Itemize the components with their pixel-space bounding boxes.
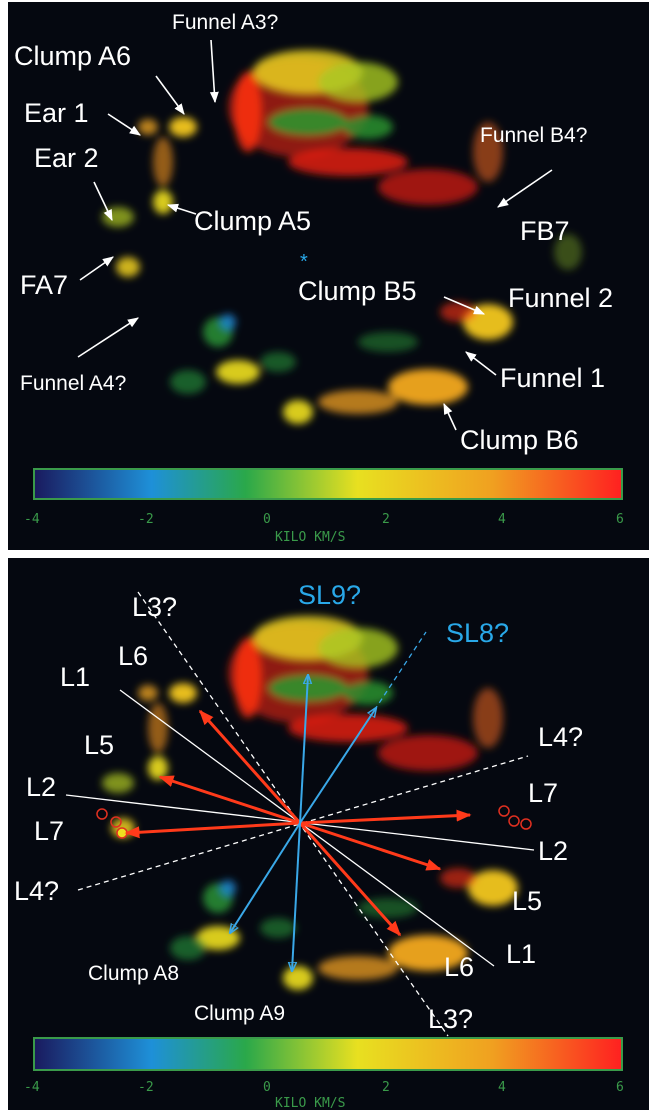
colorbar-tick: 2 bbox=[382, 1080, 390, 1095]
label-l4-left: L4? bbox=[14, 876, 59, 906]
label-l2-right: L2 bbox=[538, 836, 568, 866]
label-l7-right: L7 bbox=[528, 778, 558, 808]
colorbar-tick: 6 bbox=[616, 512, 624, 527]
knot-marker bbox=[116, 827, 128, 839]
colorbar-tick: -2 bbox=[138, 1080, 154, 1095]
arrow-ear-2 bbox=[93, 181, 113, 222]
remnant-emission bbox=[102, 50, 582, 424]
arrow-funnel-a4 bbox=[77, 317, 139, 358]
label-funnel-2: Funnel 2 bbox=[508, 283, 613, 313]
colorbar-tick: 6 bbox=[616, 1080, 624, 1095]
red-arrow-l6-left bbox=[198, 709, 302, 824]
colorbar-gradient bbox=[33, 1037, 623, 1071]
red-arrow-l7-left bbox=[124, 821, 301, 839]
arrow-funnel-1 bbox=[465, 351, 497, 376]
label-clump-b5: Clump B5 bbox=[298, 276, 417, 306]
knot-marker bbox=[110, 816, 122, 828]
label-l4-right: L4? bbox=[538, 722, 583, 752]
arrow-ear-1 bbox=[107, 113, 141, 136]
label-funnel-a3: Funnel A3? bbox=[172, 11, 278, 34]
top-arrows bbox=[77, 39, 553, 431]
label-l3-top: L3? bbox=[132, 592, 177, 622]
red-arrow-l7-right bbox=[299, 809, 472, 825]
red-arrow-l5-right bbox=[299, 821, 442, 871]
label-l5-left: L5 bbox=[84, 730, 114, 760]
label-l5-right: L5 bbox=[512, 886, 542, 916]
colorbar-tick: 0 bbox=[263, 1080, 271, 1095]
blue-arrow-sl8-up bbox=[299, 708, 376, 824]
label-clump-b6: Clump B6 bbox=[460, 425, 579, 455]
label-l6-right: L6 bbox=[444, 952, 474, 982]
knot-marker bbox=[96, 808, 108, 820]
blue-arrow-sl9-up bbox=[299, 675, 308, 824]
knot-marker bbox=[508, 815, 520, 827]
knot-marker bbox=[498, 805, 510, 817]
remnant-emission bbox=[102, 616, 518, 990]
red-arrow-l5-left bbox=[158, 775, 301, 825]
knot-markers bbox=[96, 805, 532, 839]
arrow-clump-a6 bbox=[155, 75, 185, 115]
top-velocity-map: * Funnel A3? Clump A6 Ear 1 Funnel B4? E… bbox=[8, 2, 649, 550]
blue-arrow-sl8-down bbox=[230, 822, 301, 933]
label-clump-a6: Clump A6 bbox=[14, 41, 131, 71]
red-arrow-l6-right bbox=[298, 822, 402, 937]
center-marker: * bbox=[300, 251, 308, 273]
blue-arrows bbox=[230, 675, 376, 971]
bottom-colorbar: -4 -2 0 2 4 6 KILO KM/S bbox=[24, 1037, 624, 1110]
colorbar-tick: 4 bbox=[498, 1080, 506, 1095]
label-ear-2: Ear 2 bbox=[34, 143, 99, 173]
top-colorbar: -4 -2 0 2 4 6 KILO KM/S bbox=[24, 468, 624, 545]
top-map-svg: * Funnel A3? Clump A6 Ear 1 Funnel B4? E… bbox=[14, 11, 624, 545]
knot-marker bbox=[520, 818, 532, 830]
colorbar-tick: -4 bbox=[24, 1080, 40, 1095]
label-l6-left: L6 bbox=[118, 641, 148, 671]
label-l2-left: L2 bbox=[26, 772, 56, 802]
label-funnel-b4: Funnel B4? bbox=[480, 124, 587, 147]
line-l1 bbox=[119, 689, 495, 967]
arrow-clump-b5 bbox=[443, 296, 486, 315]
colorbar-gradient bbox=[33, 468, 623, 500]
blue-arrow-sl9-down bbox=[292, 822, 301, 971]
colorbar-unit-label: KILO KM/S bbox=[275, 530, 345, 545]
label-sl8: SL8? bbox=[446, 618, 509, 648]
arrow-clump-a5 bbox=[166, 203, 197, 215]
label-clump-a5: Clump A5 bbox=[194, 206, 311, 236]
arrow-fa7 bbox=[79, 256, 114, 281]
colorbar-unit-label: KILO KM/S bbox=[275, 1096, 345, 1110]
arrow-funnel-b4 bbox=[497, 169, 553, 208]
colorbar-tick: 2 bbox=[382, 512, 390, 527]
bottom-map-svg: SL9? SL8? L3? L6 L1 L5 L4? L2 L7 L7 L2 L… bbox=[14, 580, 624, 1110]
red-arrows bbox=[124, 709, 472, 937]
label-l7-left: L7 bbox=[34, 816, 64, 846]
colorbar-tick: 4 bbox=[498, 512, 506, 527]
colorbar-tick: 0 bbox=[263, 512, 271, 527]
label-clump-a8: Clump A8 bbox=[88, 962, 179, 985]
colorbar-tick: -2 bbox=[138, 512, 154, 527]
label-fa7: FA7 bbox=[20, 270, 68, 300]
arrow-funnel-a3 bbox=[209, 39, 219, 104]
label-clump-a9: Clump A9 bbox=[194, 1002, 285, 1025]
label-funnel-1: Funnel 1 bbox=[500, 363, 605, 393]
label-ear-1: Ear 1 bbox=[24, 98, 89, 128]
label-l3-bottom: L3? bbox=[428, 1004, 473, 1034]
bottom-velocity-map: SL9? SL8? L3? L6 L1 L5 L4? L2 L7 L7 L2 L… bbox=[8, 558, 649, 1110]
label-l1-right: L1 bbox=[506, 939, 536, 969]
label-l1-left: L1 bbox=[60, 662, 90, 692]
colorbar-tick: -4 bbox=[24, 512, 40, 527]
arrow-clump-b6 bbox=[443, 402, 457, 431]
label-sl9: SL9? bbox=[298, 580, 361, 610]
label-funnel-a4: Funnel A4? bbox=[20, 372, 126, 395]
label-fb7: FB7 bbox=[520, 216, 570, 246]
